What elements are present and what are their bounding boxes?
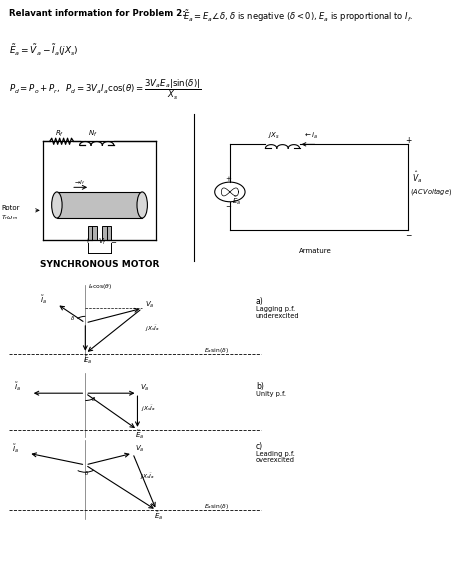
Text: $I_a\cos(\theta)$: $I_a\cos(\theta)$ [88, 282, 112, 291]
Text: $\tilde{I}_a$: $\tilde{I}_a$ [40, 293, 47, 306]
Text: b): b) [256, 382, 264, 391]
Text: $\tilde{E}_a$: $\tilde{E}_a$ [154, 509, 163, 522]
Text: overexcited: overexcited [256, 457, 295, 463]
Text: $-$: $-$ [225, 202, 232, 208]
Text: $+$: $+$ [225, 174, 232, 183]
Text: $\rightarrow\! I_f$: $\rightarrow\! I_f$ [73, 178, 86, 186]
Text: underexcited: underexcited [256, 312, 300, 319]
Ellipse shape [52, 192, 62, 218]
Text: $\delta$: $\delta$ [70, 314, 75, 322]
Text: $\tilde{E}_a = E_a\angle\delta$, $\delta$ is negative ($\delta < 0$), $E_a$ is p: $\tilde{E}_a = E_a\angle\delta$, $\delta… [183, 8, 413, 24]
Text: $E_a\sin(\delta)$: $E_a\sin(\delta)$ [204, 346, 229, 355]
Text: $E_a\sin(\delta)$: $E_a\sin(\delta)$ [204, 502, 229, 511]
Text: Relavant information for Problem 2:: Relavant information for Problem 2: [9, 8, 189, 17]
Ellipse shape [137, 192, 147, 218]
Text: $\hat{V}_a$: $\hat{V}_a$ [412, 169, 423, 185]
Text: $P_d = P_o + P_r,\;\;P_d = 3V_aI_a\cos(\theta)=\dfrac{3V_aE_a|\sin(\delta)|}{X_s: $P_d = P_o + P_r,\;\;P_d = 3V_aI_a\cos(\… [9, 77, 202, 101]
Text: $+$: $+$ [405, 135, 413, 145]
Bar [88, 226, 97, 239]
Text: $jX_s$: $jX_s$ [268, 131, 280, 141]
Text: $T_r\omega_m$: $T_r\omega_m$ [1, 213, 18, 222]
Text: Rotor: Rotor [1, 205, 19, 211]
Text: $+$: $+$ [84, 235, 91, 244]
Bar [57, 192, 142, 218]
Text: SYNCHRONOUS MOTOR: SYNCHRONOUS MOTOR [40, 260, 159, 269]
Text: Unity p.f.: Unity p.f. [256, 391, 286, 396]
Text: $\leftarrow i_a$: $\leftarrow i_a$ [303, 131, 319, 141]
Text: $\tilde{I}_a$: $\tilde{I}_a$ [14, 381, 21, 394]
Text: $R_f$: $R_f$ [55, 129, 64, 139]
Text: $(AC\,Voltage)$: $(AC\,Voltage)$ [410, 186, 452, 197]
Text: $\delta$: $\delta$ [84, 469, 90, 477]
Text: Lagging p.f.: Lagging p.f. [256, 306, 295, 312]
Text: $V_a$: $V_a$ [135, 444, 145, 454]
Text: Leading p.f.: Leading p.f. [256, 450, 295, 457]
Text: $jX_s\tilde{I}_a$: $jX_s\tilde{I}_a$ [141, 404, 156, 414]
Text: $V_a$: $V_a$ [140, 383, 149, 394]
Text: $-$: $-$ [110, 238, 117, 244]
Text: $\delta$: $\delta$ [91, 395, 96, 404]
Text: Armature: Armature [299, 248, 331, 254]
Text: a): a) [256, 297, 264, 306]
Text: $\tilde{I}_a$: $\tilde{I}_a$ [12, 443, 18, 455]
Bar [102, 226, 111, 239]
Text: $V_a$: $V_a$ [145, 300, 154, 310]
Text: $-$: $-$ [405, 230, 413, 239]
Circle shape [215, 182, 245, 202]
Text: $\tilde{E}_a$: $\tilde{E}_a$ [83, 353, 92, 365]
Text: $\tilde{E}_a=\tilde{V}_a-\tilde{I}_a(jX_s)$: $\tilde{E}_a=\tilde{V}_a-\tilde{I}_a(jX_… [9, 42, 79, 58]
Text: $jX_s\tilde{I}_a$: $jX_s\tilde{I}_a$ [140, 472, 155, 482]
Text: $\tilde{E}_a$: $\tilde{E}_a$ [232, 194, 241, 207]
Text: $N_f$: $N_f$ [88, 129, 97, 139]
Text: $jX_s\tilde{I}_a$: $jX_s\tilde{I}_a$ [145, 324, 159, 334]
Text: c): c) [256, 442, 263, 451]
Text: $\tilde{E}_a$: $\tilde{E}_a$ [135, 428, 144, 441]
Text: $V_f$: $V_f$ [98, 236, 107, 247]
